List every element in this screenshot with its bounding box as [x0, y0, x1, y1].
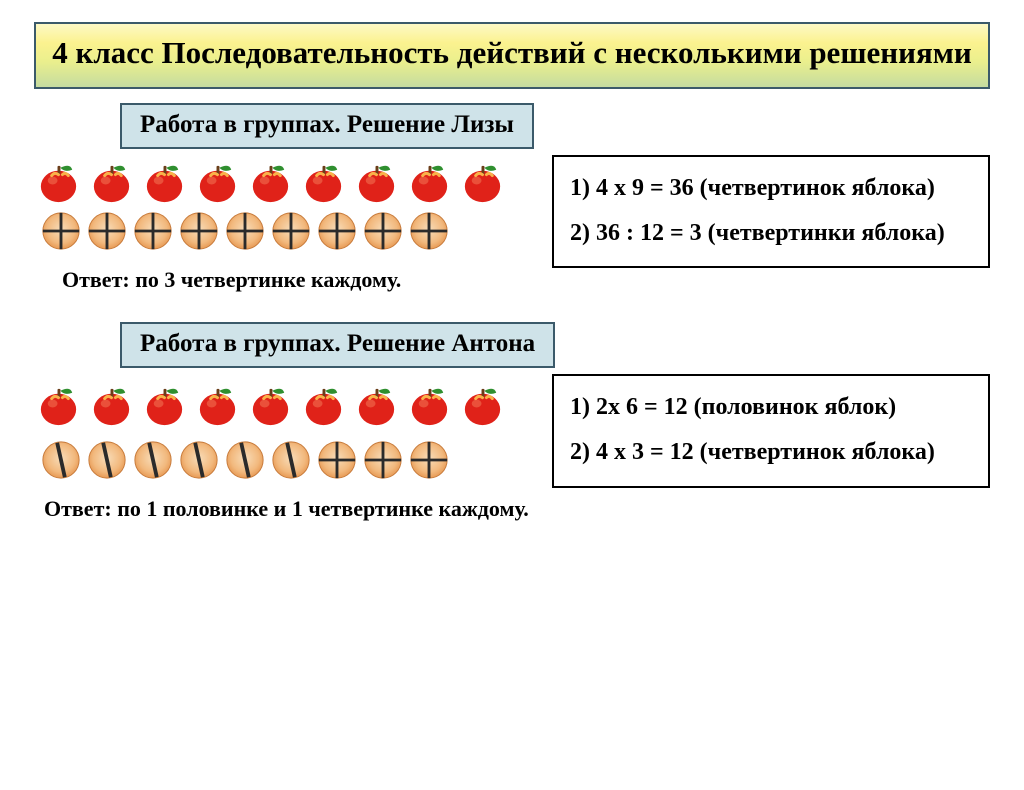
- section1-math-line1: 1) 4 x 9 = 36 (четвертинок яблока): [570, 171, 972, 206]
- apple-icon: [140, 380, 189, 429]
- quarter-circle-icon: [408, 439, 450, 481]
- apple-icon: [34, 380, 83, 429]
- apple-icon: [352, 157, 401, 206]
- quarter-circle-icon: [362, 210, 404, 252]
- quarter-circle-icon: [178, 210, 220, 252]
- quarter-circle-icon: [316, 210, 358, 252]
- section2-label: Работа в группах. Решение Антона: [120, 322, 555, 368]
- section2-math-line1: 1) 2x 6 = 12 (половинок яблок): [570, 390, 972, 425]
- section1-math-box: 1) 4 x 9 = 36 (четвертинок яблока) 2) 36…: [552, 155, 990, 269]
- apple-icon: [405, 380, 454, 429]
- apple-icon: [405, 157, 454, 206]
- quarter-circle-icon: [132, 210, 174, 252]
- apple-icon: [458, 157, 507, 206]
- half-circle-icon: [40, 439, 82, 481]
- half-circle-icon: [178, 439, 220, 481]
- apple-icon: [458, 380, 507, 429]
- section1-circles-row: [40, 210, 544, 252]
- apple-icon: [140, 157, 189, 206]
- slide-title: 4 класс Последовательность действий с не…: [34, 22, 990, 89]
- quarter-circle-icon: [408, 210, 450, 252]
- apple-icon: [193, 380, 242, 429]
- section1-math-line2: 2) 36 : 12 = 3 (четвертинки яблока): [570, 216, 972, 251]
- half-circle-icon: [86, 439, 128, 481]
- half-circle-icon: [224, 439, 266, 481]
- section2-circles-row: [40, 439, 544, 481]
- quarter-circle-icon: [362, 439, 404, 481]
- half-circle-icon: [132, 439, 174, 481]
- apple-icon: [299, 380, 348, 429]
- quarter-circle-icon: [270, 210, 312, 252]
- apple-icon: [193, 157, 242, 206]
- apple-icon: [87, 380, 136, 429]
- quarter-circle-icon: [224, 210, 266, 252]
- section1-apples-row: [34, 157, 544, 206]
- section2-math-box: 1) 2x 6 = 12 (половинок яблок) 2) 4 x 3 …: [552, 374, 990, 488]
- section2-apples-row: [34, 380, 544, 429]
- section1-label: Работа в группах. Решение Лизы: [120, 103, 534, 149]
- quarter-circle-icon: [316, 439, 358, 481]
- apple-icon: [246, 380, 295, 429]
- quarter-circle-icon: [40, 210, 82, 252]
- section2-answer: Ответ: по 1 половинке и 1 четвертинке ка…: [44, 495, 544, 524]
- half-circle-icon: [270, 439, 312, 481]
- section2-math-line2: 2) 4 x 3 = 12 (четвертинок яблока): [570, 435, 972, 470]
- apple-icon: [352, 380, 401, 429]
- apple-icon: [34, 157, 83, 206]
- apple-icon: [246, 157, 295, 206]
- section1-answer: Ответ: по 3 четвертинке каждому.: [62, 266, 544, 295]
- quarter-circle-icon: [86, 210, 128, 252]
- apple-icon: [87, 157, 136, 206]
- apple-icon: [299, 157, 348, 206]
